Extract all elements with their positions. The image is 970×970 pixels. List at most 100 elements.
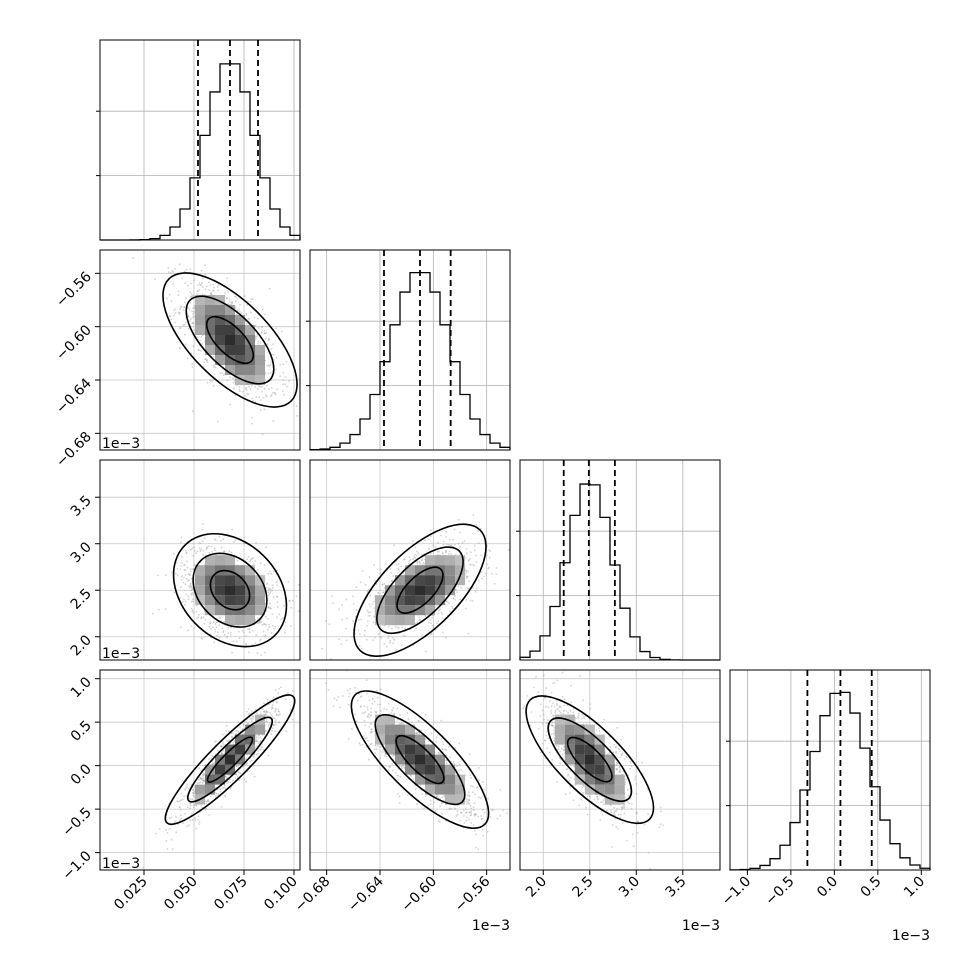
- scatter-point: [180, 305, 183, 308]
- scatter-point: [213, 762, 216, 765]
- scatter-point: [192, 600, 194, 603]
- scatter-point: [265, 395, 268, 398]
- density-cell: [215, 774, 225, 785]
- scatter-point: [223, 551, 225, 553]
- scatter-point: [372, 621, 375, 624]
- scatter-point: [332, 602, 334, 605]
- scatter-point: [211, 754, 214, 757]
- scatter-point: [192, 789, 195, 792]
- scatter-point: [275, 368, 278, 371]
- scatter-point: [164, 608, 167, 611]
- scatter-point: [485, 554, 488, 557]
- scatter-point: [397, 567, 399, 570]
- scatter-point: [391, 709, 394, 712]
- density-cell: [255, 605, 265, 616]
- scatter-point: [198, 823, 201, 825]
- scatter-point: [267, 723, 270, 726]
- scatter-point: [245, 710, 248, 713]
- scatter-point: [198, 613, 200, 616]
- scatter-point: [234, 777, 237, 779]
- scatter-point: [450, 544, 453, 546]
- density-cell: [235, 605, 245, 616]
- density-cell: [225, 595, 235, 606]
- scatter-point: [215, 794, 217, 797]
- density-cell: [395, 595, 405, 606]
- scatter-point: [239, 772, 242, 775]
- scatter-point: [166, 848, 169, 850]
- scatter-point: [284, 698, 287, 700]
- scatter-point: [245, 386, 248, 389]
- scatter-point: [271, 727, 274, 730]
- scatter-point: [267, 339, 270, 342]
- scatter-point: [445, 530, 447, 533]
- scatter-point: [429, 633, 432, 636]
- scatter-point: [428, 547, 430, 550]
- density-cell: [225, 315, 235, 325]
- scatter-point: [382, 748, 384, 751]
- density-cell: [425, 605, 435, 616]
- scatter-point: [268, 338, 270, 341]
- scatter-point: [369, 605, 372, 608]
- density-cell: [375, 615, 385, 626]
- scatter-point: [391, 580, 393, 583]
- scatter-point: [183, 576, 185, 579]
- scatter-point: [278, 687, 280, 690]
- scatter-point: [219, 617, 222, 620]
- scatter-point: [189, 318, 192, 321]
- scatter-point: [386, 645, 388, 648]
- scatter-point: [477, 848, 480, 851]
- scatter-point: [200, 637, 203, 639]
- scatter-point: [467, 632, 470, 635]
- density-cell: [255, 585, 265, 596]
- scatter-point: [216, 634, 219, 637]
- scatter-point: [274, 393, 277, 396]
- density-cell: [195, 325, 205, 335]
- scatter-point: [407, 562, 410, 565]
- scatter-point: [410, 775, 413, 777]
- density-cell: [245, 345, 255, 355]
- scatter-point: [441, 617, 443, 620]
- scatter-point: [418, 560, 421, 563]
- scatter-point: [249, 760, 252, 763]
- density-cell: [235, 315, 245, 325]
- scatter-point: [459, 598, 461, 601]
- scatter-point: [192, 788, 194, 791]
- scatter-point: [195, 552, 197, 555]
- density-cell: [235, 734, 245, 745]
- scatter-point: [202, 774, 205, 777]
- scatter-point: [270, 347, 273, 350]
- scatter-point: [198, 779, 200, 781]
- scatter-point: [229, 634, 232, 636]
- scatter-point: [253, 775, 256, 778]
- density-cell: [395, 615, 405, 626]
- scatter-point: [183, 564, 185, 567]
- scatter-point: [275, 581, 278, 584]
- scatter-point: [201, 343, 204, 345]
- scatter-point: [186, 806, 189, 809]
- scatter-point: [427, 621, 430, 624]
- scatter-point: [264, 714, 267, 716]
- scatter-point: [234, 394, 237, 397]
- scatter-point: [229, 787, 232, 790]
- scatter-point: [417, 552, 420, 555]
- scatter-point: [213, 364, 216, 366]
- scatter-point: [423, 807, 426, 810]
- scatter-point: [171, 571, 173, 573]
- scatter-point: [225, 724, 228, 727]
- density-cell: [375, 595, 385, 606]
- scatter-point: [176, 574, 179, 577]
- scatter-point: [277, 710, 280, 712]
- scatter-point: [248, 318, 251, 320]
- density-cell: [215, 315, 225, 325]
- scatter-point: [373, 600, 375, 603]
- scatter-point: [204, 288, 207, 291]
- scatter-point: [288, 380, 290, 382]
- scatter-point: [214, 740, 216, 743]
- scatter-point: [203, 613, 206, 616]
- density-cell: [215, 295, 225, 305]
- scatter-point: [229, 403, 232, 406]
- scatter-point: [292, 690, 294, 692]
- scatter-point: [175, 561, 178, 564]
- density-cell: [255, 575, 265, 586]
- scatter-panel-0-2: [99, 459, 301, 661]
